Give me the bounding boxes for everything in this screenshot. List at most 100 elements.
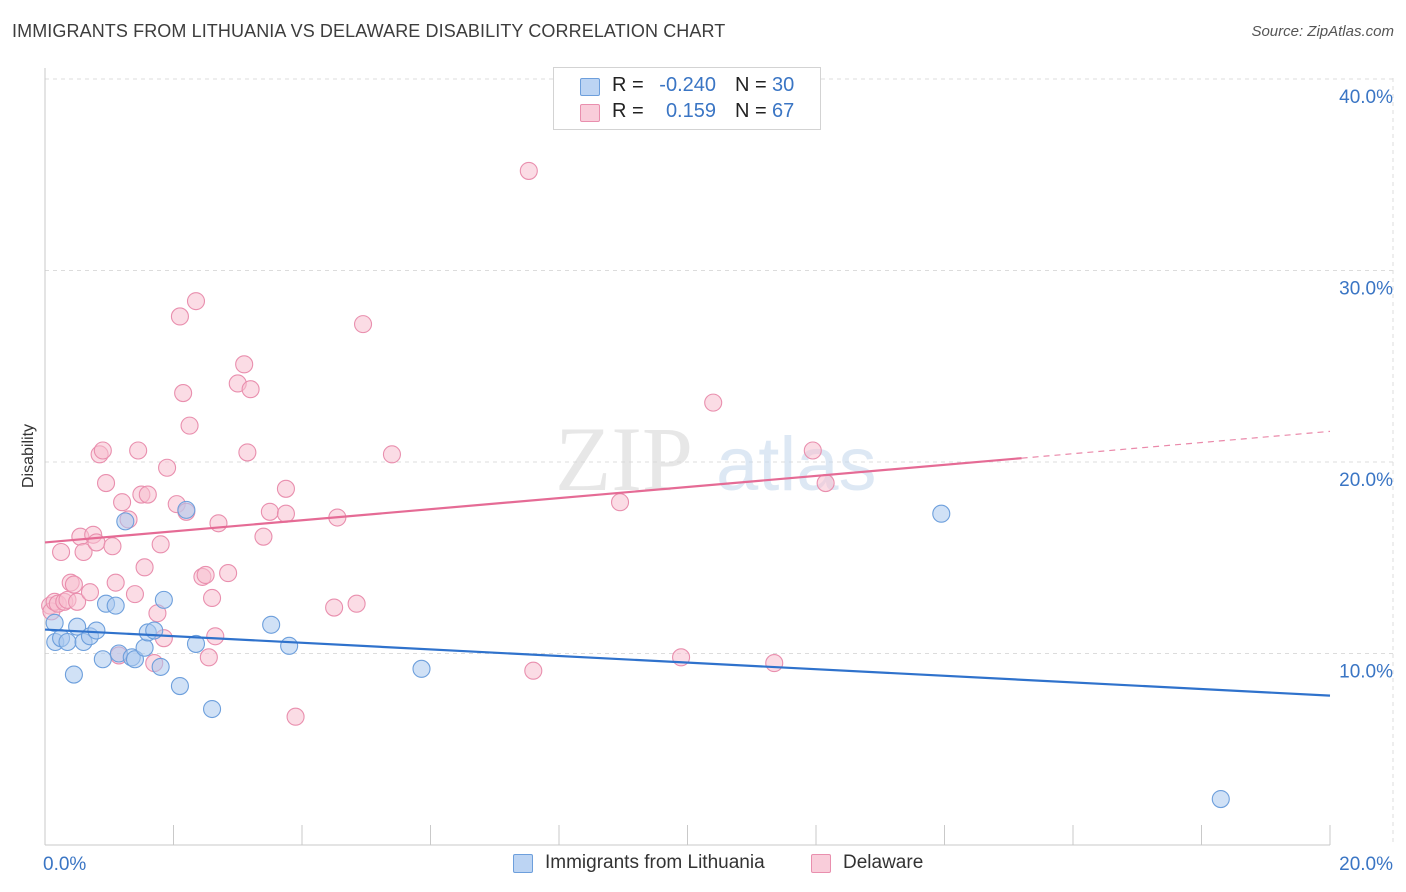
r-label: R =	[612, 100, 644, 122]
chart-source: Source: ZipAtlas.com	[1251, 23, 1394, 40]
lithuania-point	[106, 596, 125, 615]
y-tick-label: 10.0%	[1339, 662, 1393, 683]
chart-title: IMMIGRANTS FROM LITHUANIA VS DELAWARE DI…	[12, 21, 726, 41]
lithuania-point	[177, 500, 196, 519]
delaware-point	[68, 592, 87, 611]
delaware-point	[286, 707, 305, 726]
stats-legend: R = -0.240 N = 30 R = 0.159 N = 67	[553, 67, 821, 130]
lithuania-point	[1211, 789, 1230, 809]
delaware-point	[816, 474, 835, 493]
r-label: R =	[612, 74, 644, 96]
x-tick-label: 20.0%	[1339, 854, 1393, 875]
delaware-point	[206, 627, 225, 646]
delaware-point	[196, 565, 215, 585]
delaware-point	[170, 307, 189, 326]
delaware-point	[180, 416, 199, 435]
delaware-legend-swatch	[811, 854, 831, 873]
delaware-point	[151, 535, 170, 554]
delaware-point	[704, 393, 723, 412]
delaware-point	[238, 443, 257, 462]
delaware-point	[199, 648, 218, 667]
delaware-point	[113, 493, 132, 512]
delaware-point	[174, 384, 193, 403]
delaware-point	[260, 502, 279, 521]
delaware-point	[235, 355, 254, 374]
delaware-point	[353, 315, 373, 334]
delaware-point	[125, 585, 144, 604]
delaware-point	[135, 558, 154, 577]
delaware-point	[158, 458, 177, 477]
delaware-point	[219, 564, 238, 583]
delaware-point	[276, 479, 295, 498]
r-value: 0.159	[665, 100, 716, 122]
delaware-point	[347, 594, 366, 613]
y-tick-label: 40.0%	[1339, 87, 1393, 108]
lithuania-point	[186, 634, 206, 653]
delaware-point	[276, 504, 295, 523]
lithuania-point	[262, 615, 281, 634]
lithuania-point	[135, 638, 154, 657]
n-label: N =	[735, 74, 767, 96]
delaware-point	[129, 441, 148, 460]
lithuania-legend-label: Immigrants from Lithuania	[545, 852, 765, 873]
delaware-point	[524, 661, 543, 680]
lithuania-trend-line	[44, 628, 1331, 697]
delaware-point	[138, 485, 157, 504]
lithuania-point	[45, 613, 64, 632]
lithuania-point	[87, 621, 106, 640]
r-value: -0.240	[659, 74, 716, 96]
delaware-point	[519, 161, 538, 180]
tick-labels: 10.0% 20.0% 30.0% 40.0% 0.0% 20.0% Disability	[20, 87, 1393, 875]
delaware-point	[241, 380, 260, 399]
lithuania-point	[151, 657, 170, 676]
delaware-trend-line	[44, 457, 1022, 544]
trend-lines	[44, 430, 1331, 697]
lithuania-point	[58, 632, 77, 652]
watermark: ZIP atlas	[555, 408, 877, 510]
delaware-point	[74, 542, 93, 562]
delaware-legend-label: Delaware	[843, 852, 924, 873]
delaware-point	[803, 441, 822, 460]
lithuania-point	[93, 650, 112, 669]
delaware-point	[96, 474, 116, 493]
lithuania-point	[203, 699, 222, 719]
lithuania-point	[116, 512, 135, 531]
delaware-point	[325, 598, 344, 617]
delaware-point	[254, 527, 273, 546]
lithuania-legend-swatch	[513, 854, 533, 873]
delaware-point	[765, 654, 784, 673]
data-points	[41, 161, 1230, 809]
lithuania-point	[412, 659, 431, 678]
delaware-point	[52, 542, 71, 562]
lithuania-swatch	[580, 78, 600, 96]
lithuania-point	[932, 504, 951, 523]
delaware-point	[203, 588, 222, 608]
lithuania-point	[280, 636, 299, 655]
n-value: 67	[772, 100, 795, 122]
y-tick-label: 30.0%	[1339, 279, 1393, 300]
y-tick-label: 20.0%	[1339, 470, 1393, 491]
n-label: N =	[735, 100, 767, 122]
lithuania-point	[64, 665, 83, 684]
delaware-point	[186, 292, 206, 311]
delaware-point	[382, 445, 402, 464]
delaware-trend-extension	[1021, 430, 1331, 459]
delaware-point	[80, 583, 100, 602]
n-value: 30	[772, 74, 795, 96]
lithuania-point	[154, 590, 173, 609]
delaware-point	[610, 493, 630, 512]
stats-legend-row-lithuania: R = -0.240 N = 30	[554, 74, 820, 100]
delaware-point	[209, 514, 228, 533]
stats-legend-row-delaware: R = 0.159 N = 67	[554, 100, 820, 126]
x-tick-label: 0.0%	[43, 854, 86, 875]
axes	[44, 68, 1331, 846]
lithuania-point	[170, 677, 189, 696]
delaware-point	[64, 575, 83, 594]
delaware-point	[103, 537, 122, 556]
watermark-atlas-text: atlas	[716, 422, 877, 507]
y-axis-title: Disability	[20, 424, 37, 488]
delaware-swatch	[580, 104, 600, 122]
delaware-point	[93, 441, 112, 460]
delaware-point	[106, 573, 125, 592]
